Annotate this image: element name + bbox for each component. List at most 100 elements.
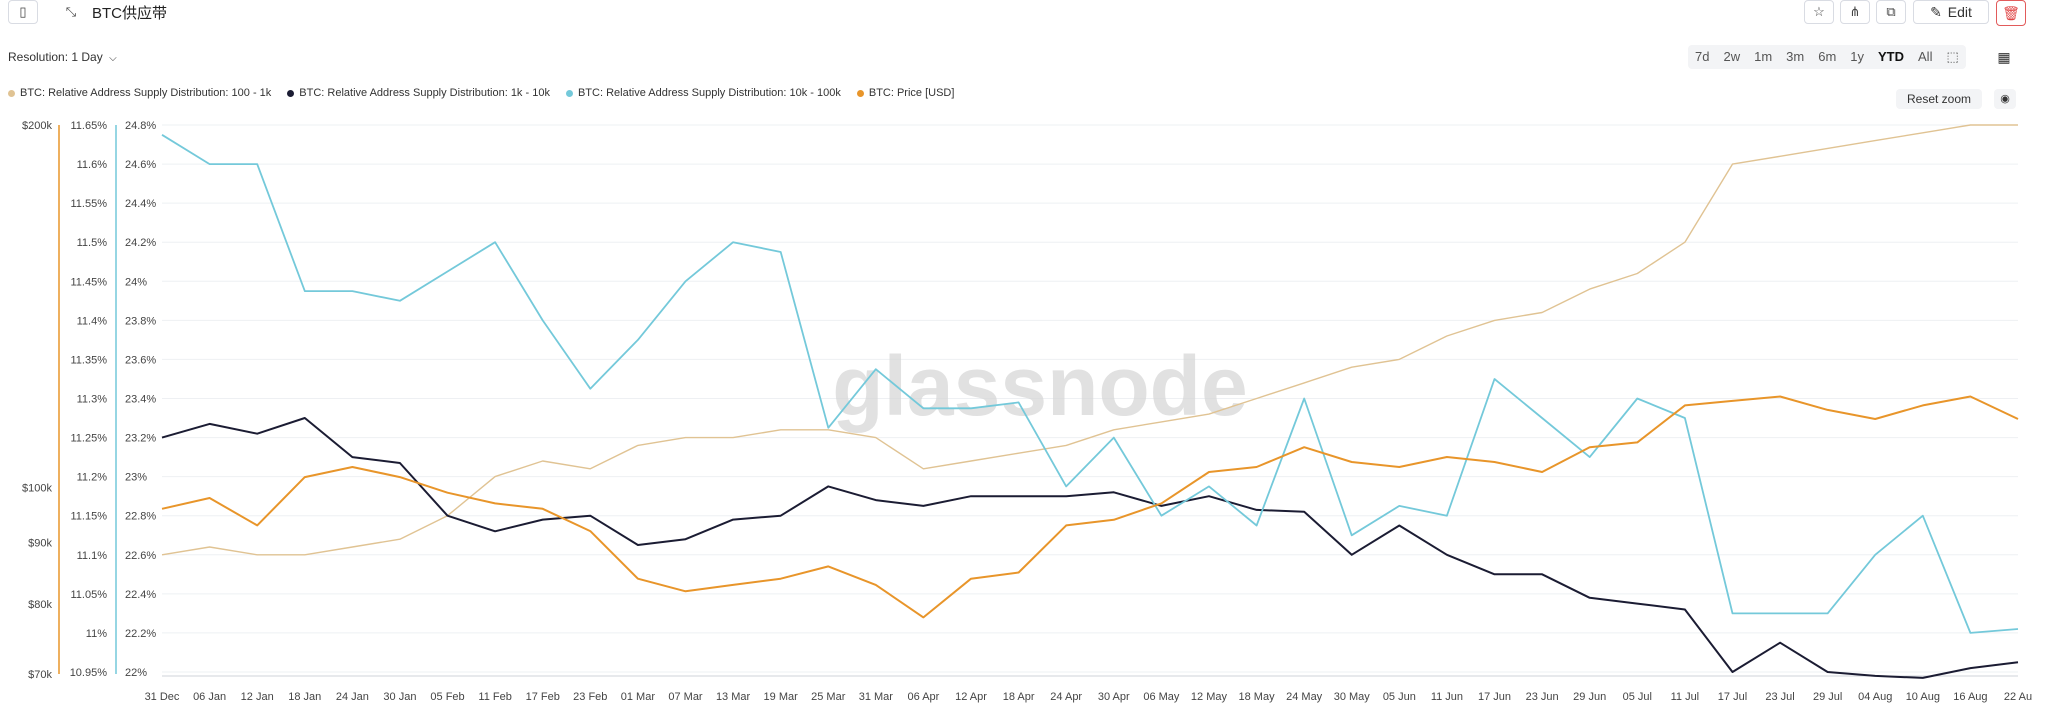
chevron-down-icon: ⌵ [109, 53, 117, 64]
series-line-100-1k [161, 124, 2018, 556]
range-7d[interactable]: 7d [1695, 49, 1710, 64]
page-title: BTC供应带 [92, 5, 168, 22]
pct-small-tick-label: 11.3% [77, 394, 108, 406]
x-tick-label: 17 Jun [1478, 691, 1511, 703]
favorite-button[interactable]: ☆ [1804, 0, 1834, 24]
top-bar: ▯ ⤡ BTC供应带 ☆ ⋔ ⧉ ✎ Edit 🗑 [0, 0, 2048, 26]
price-tick-label: $200k [22, 120, 52, 132]
range-3m[interactable]: 3m [1786, 49, 1805, 64]
x-tick-label: 24 Apr [1050, 691, 1082, 703]
chart-legend: BTC: Relative Address Supply Distributio… [8, 87, 954, 99]
watermark: glassnode [832, 339, 1247, 433]
sidebar-toggle-button[interactable]: ▯ [8, 0, 38, 24]
series-line-price [161, 395, 2019, 619]
legend-item-1k-10k[interactable]: BTC: Relative Address Supply Distributio… [287, 87, 550, 99]
legend-dot [287, 89, 295, 97]
pct-large-tick-label: 22.4% [125, 589, 156, 601]
x-tick-label: 30 Jan [383, 691, 416, 703]
x-tick-label: 17 Feb [526, 691, 560, 703]
export-image-button[interactable]: ◉ [1994, 89, 2016, 109]
pct-small-tick-label: 11.5% [77, 237, 108, 249]
x-tick-label: 24 Jan [336, 691, 369, 703]
x-tick-label: 31 Mar [859, 691, 894, 703]
range-selector: 7d 2w 1m 3m 6m 1y YTD All ⬚ [1688, 45, 1966, 69]
pct-small-tick-label: 10.95% [70, 667, 108, 679]
pct-small-tick-label: 11.2% [77, 472, 108, 484]
x-tick-label: 13 Mar [716, 691, 751, 703]
pct-large-tick-label: 22.6% [125, 550, 156, 562]
reset-zoom-button[interactable]: Reset zoom [1896, 89, 1982, 109]
series-line-1k-10k [161, 417, 2019, 679]
x-tick-label: 29 Jul [1813, 691, 1842, 703]
edit-button[interactable]: ✎ Edit [1913, 0, 1989, 24]
pct-large-tick-label: 24.4% [125, 198, 156, 210]
duplicate-button[interactable]: ⧉ [1876, 0, 1906, 24]
x-tick-label: 05 Feb [430, 691, 464, 703]
x-tick-label: 18 May [1239, 691, 1276, 703]
range-1m[interactable]: 1m [1754, 49, 1773, 64]
legend-label: BTC: Relative Address Supply Distributio… [20, 87, 272, 99]
x-tick-label: 17 Jul [1718, 691, 1747, 703]
x-tick-label: 24 May [1286, 691, 1323, 703]
legend-dot [8, 89, 15, 97]
x-tick-label: 18 Apr [1003, 691, 1035, 703]
collapse-icon: ⤡ [65, 4, 77, 19]
camera-icon: ◉ [2000, 93, 2010, 105]
pct-large-tick-label: 23% [125, 472, 147, 484]
pct-large-tick-label: 24.2% [125, 237, 156, 249]
calendar-button[interactable]: ▦ [1992, 45, 2016, 69]
share-button[interactable]: ⋔ [1840, 0, 1870, 24]
pct-small-tick-label: 11.4% [77, 315, 108, 327]
x-tick-label: 12 Apr [955, 691, 987, 703]
x-tick-label: 23 Feb [573, 691, 607, 703]
x-tick-label: 05 Jul [1623, 691, 1652, 703]
range-ytd[interactable]: YTD [1878, 49, 1905, 64]
delete-button[interactable]: 🗑 [1996, 0, 2026, 26]
x-tick-label: 06 May [1143, 691, 1180, 703]
range-1y[interactable]: 1y [1850, 49, 1865, 64]
range-6m[interactable]: 6m [1818, 49, 1837, 64]
legend-item-100-1k[interactable]: BTC: Relative Address Supply Distributio… [8, 87, 271, 99]
x-tick-label: 04 Aug [1858, 691, 1892, 703]
x-tick-label: 23 Jun [1526, 691, 1559, 703]
x-tick-label: 23 Jul [1765, 691, 1794, 703]
legend-label: BTC: Price [USD] [868, 87, 955, 99]
x-tick-label: 18 Jan [288, 691, 321, 703]
pct-small-tick-label: 11.35% [71, 354, 108, 366]
x-tick-label: 25 Mar [811, 691, 846, 703]
price-tick-label: $100k [22, 482, 52, 494]
range-all[interactable]: All [1918, 49, 1933, 64]
pct-small-tick-label: 11.6% [77, 159, 108, 171]
pct-small-tick-label: 11.65% [71, 120, 108, 132]
sidebar-icon: ▯ [19, 4, 27, 19]
pct-large-tick-label: 22.2% [125, 628, 156, 640]
pct-large-tick-label: 24.6% [125, 159, 156, 171]
pencil-icon: ✎ [1930, 3, 1942, 20]
legend-item-10k-100k[interactable]: BTC: Relative Address Supply Distributio… [565, 87, 841, 99]
x-tick-label: 22 Au [2004, 691, 2032, 703]
pct-large-tick-label: 23.8% [125, 315, 156, 327]
legend-label: BTC: Relative Address Supply Distributio… [577, 87, 841, 99]
edit-label: Edit [1947, 4, 1972, 20]
pct-small-tick-label: 11.15% [71, 511, 108, 523]
x-tick-label: 11 Jul [1671, 691, 1700, 703]
x-tick-label: 31 Dec [145, 691, 180, 703]
x-tick-label: 30 Apr [1098, 691, 1130, 703]
pct-large-tick-label: 22% [125, 667, 147, 679]
legend-item-price[interactable]: BTC: Price [USD] [856, 87, 955, 99]
resolution-select[interactable]: Resolution: 1 Day ⌵ [8, 50, 117, 64]
collapse-button[interactable]: ⤡ [56, 0, 86, 24]
legend-label: BTC: Relative Address Supply Distributio… [299, 87, 550, 99]
pct-small-tick-label: 11.05% [71, 589, 108, 601]
pct-small-tick-label: 11.1% [77, 550, 108, 562]
calendar-icon: ▦ [1997, 48, 2011, 65]
pct-small-tick-label: 11% [86, 628, 107, 640]
pct-large-tick-label: 24% [125, 276, 147, 288]
price-tick-label: $80k [28, 599, 52, 611]
range-2w[interactable]: 2w [1723, 49, 1741, 64]
x-tick-label: 07 Mar [668, 691, 703, 703]
zoom-select-button[interactable]: ⬚ [1939, 45, 1965, 69]
copy-icon: ⧉ [1886, 4, 1896, 19]
x-tick-label: 30 May [1334, 691, 1371, 703]
